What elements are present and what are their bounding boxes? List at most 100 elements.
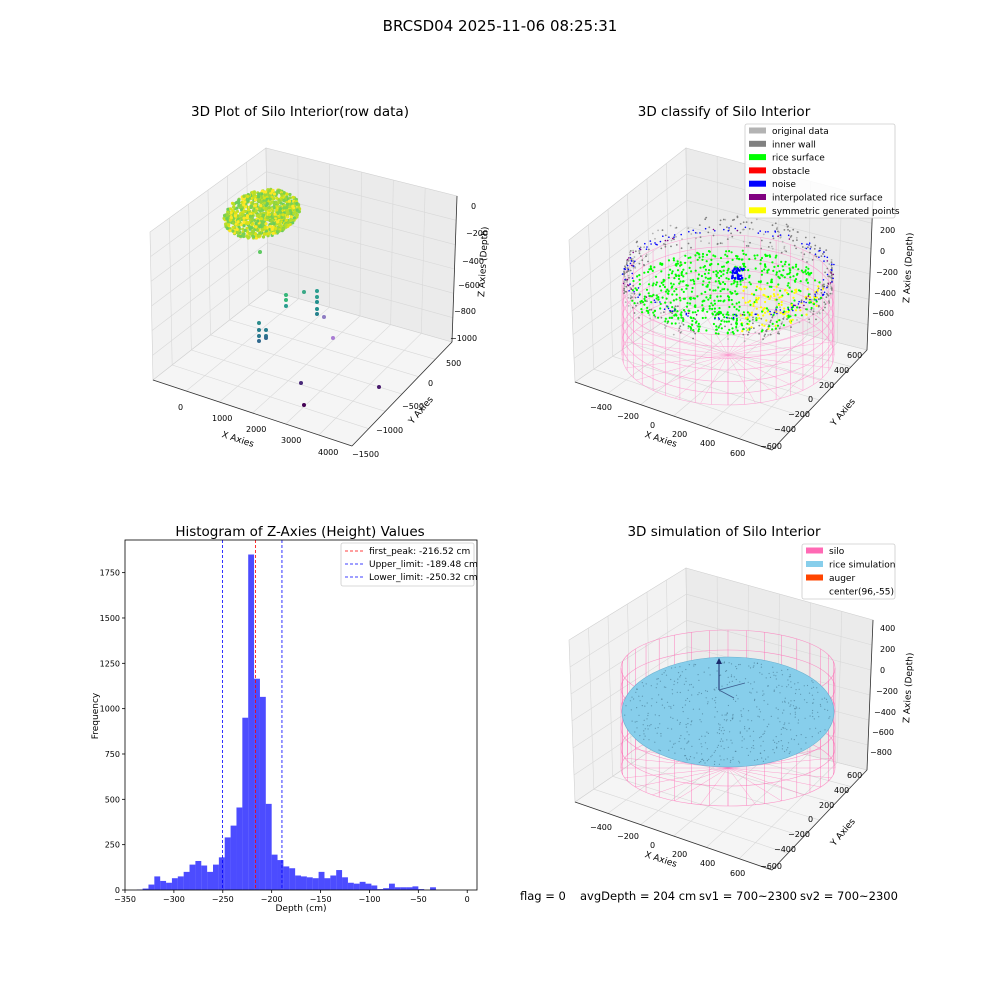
classify-wall-point — [664, 234, 667, 237]
classify-wall-point — [792, 228, 795, 231]
classify-noise-point — [831, 269, 833, 272]
classify-rice-point — [778, 277, 781, 280]
classify-wall-point — [826, 293, 829, 296]
classify-legend-swatch — [749, 140, 766, 147]
classify-rice-point — [750, 326, 753, 329]
histogram-bar — [365, 883, 372, 890]
classify-rice-point — [766, 271, 769, 274]
simulation-mesh-point — [685, 757, 688, 759]
simulation-x-axis-line — [574, 801, 773, 871]
simulation-mesh-point — [668, 749, 670, 751]
classify-rice-point — [761, 329, 764, 332]
classify-rice-point — [713, 307, 717, 310]
simulation-mesh-point — [726, 758, 728, 760]
classify-rice-point — [723, 320, 726, 323]
classify-noise-point — [807, 295, 810, 297]
raw-point — [252, 190, 256, 194]
classify-rice-point — [701, 258, 704, 261]
simulation-mesh-point — [760, 745, 762, 747]
raw-point — [288, 192, 292, 197]
classify-wall-point — [830, 264, 833, 267]
classify-wall-point — [813, 248, 816, 250]
classify-rice-point — [731, 258, 734, 261]
classify-rice-point — [716, 271, 720, 274]
raw-point — [295, 208, 299, 212]
simulation-mesh-point — [812, 715, 814, 718]
simulation-y-axis-line — [771, 769, 868, 871]
raw-point — [254, 209, 258, 213]
classify-wall-point — [808, 321, 811, 324]
classify-noise-point — [645, 296, 648, 298]
classify-rice-point — [638, 278, 641, 281]
histogram-bar — [406, 887, 413, 890]
classify-noise-point — [646, 246, 648, 248]
simulation-mesh-point — [683, 748, 686, 750]
classify-noise-point — [694, 232, 697, 234]
simulation-mesh-point — [722, 662, 724, 664]
classify-wall-point — [690, 233, 693, 235]
simulation-mesh-point — [624, 714, 626, 716]
classify-rice-point — [777, 264, 780, 268]
classify-rice-point — [748, 274, 751, 277]
simulation-mesh-point — [726, 712, 728, 714]
classify-wall-point — [754, 331, 757, 334]
histogram-bar — [377, 889, 384, 890]
classify-rice-point — [775, 320, 778, 323]
classify-wall-point — [719, 242, 722, 245]
simulation-mesh-point — [651, 698, 653, 700]
classify-wall-point — [632, 249, 634, 252]
classify-rice-point — [763, 287, 766, 290]
histogram-legend-label: first_peak: -216.52 cm — [369, 547, 470, 557]
classify-rice-point — [647, 283, 651, 286]
simulation-mesh-point — [720, 759, 722, 761]
raw-point — [265, 216, 269, 220]
simulation-mesh-point — [654, 714, 656, 716]
classify-noise-point — [685, 312, 688, 315]
simulation-y-tick: −400 — [774, 845, 796, 854]
classify-rice-point — [756, 298, 760, 301]
classify-wall-point — [726, 226, 728, 229]
classify-wall-point — [677, 329, 680, 332]
simulation-mesh-point — [706, 748, 708, 750]
simulation-mesh-point — [710, 756, 712, 758]
classify-wall-point — [747, 245, 750, 247]
classify-rice-point — [687, 309, 690, 312]
simulation-mesh-point — [744, 678, 747, 680]
classify-wall-point — [631, 292, 633, 295]
classify-rice-point — [696, 309, 700, 312]
classify-rice-point — [671, 306, 674, 309]
simulation-mesh-point — [739, 720, 741, 722]
raw-point — [254, 225, 258, 229]
simulation-mesh-point — [673, 704, 675, 706]
raw-point — [264, 328, 268, 332]
classify-wall-point — [665, 325, 667, 328]
classify-noise-point — [699, 232, 701, 234]
classify-wall-point — [831, 279, 833, 282]
simulation-mesh-point — [746, 730, 748, 732]
classify-rice-point — [752, 293, 756, 296]
raw-point — [268, 224, 272, 229]
simulation-mesh-point — [663, 672, 665, 674]
histogram-bar — [177, 876, 184, 890]
classify-wall-point — [643, 246, 646, 249]
raw-point — [235, 227, 239, 231]
raw-point — [276, 220, 280, 224]
classify-wall-point — [824, 306, 826, 309]
classify-noise-point — [653, 299, 656, 302]
classify-y-tick: 200 — [819, 381, 834, 390]
raw-point — [245, 216, 249, 220]
classify-noise-point — [631, 272, 633, 275]
simulation-mesh-point — [749, 735, 751, 737]
classify-rice-point — [720, 274, 723, 278]
classify-rice-point — [682, 290, 685, 293]
simulation-legend-swatch — [806, 561, 823, 567]
simulation-mesh-point — [678, 740, 680, 743]
classify-rice-point — [735, 302, 738, 305]
classify-rice-point — [714, 332, 718, 335]
raw-grid-line — [248, 304, 436, 360]
classify-legend-frame — [744, 123, 896, 219]
classify-rice-point — [744, 301, 747, 304]
classify-wall-point — [707, 231, 710, 234]
classify-wall-point — [777, 330, 780, 333]
simulation-mesh-point — [754, 698, 756, 701]
